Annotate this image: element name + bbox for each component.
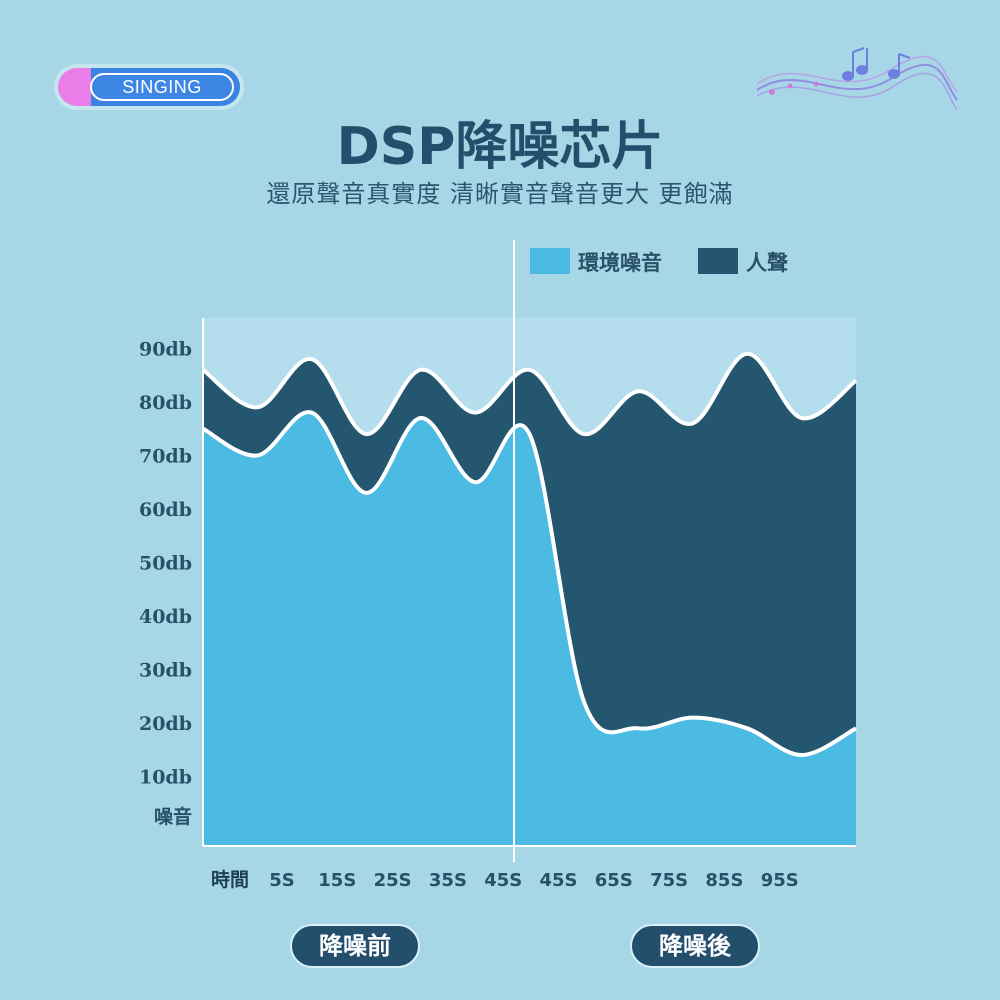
singing-badge: SINGING [58, 68, 240, 106]
y-tick-label: 噪音 [154, 805, 192, 828]
x-tick-label: 65S [595, 870, 633, 891]
legend-label: 人聲 [746, 251, 788, 275]
series-line-ambient-noise [202, 410, 857, 758]
y-tick-label: 90db [139, 339, 192, 361]
x-tick-label: 95S [761, 870, 799, 891]
y-tick-label: 10db [139, 767, 192, 789]
badge-label: SINGING [90, 73, 234, 101]
y-tick-label: 30db [139, 660, 192, 682]
section-label-before: 降噪前 [290, 924, 420, 968]
x-tick-label: 85S [705, 870, 743, 891]
series-line-voice [201, 351, 858, 437]
section-label-after: 降噪後 [630, 924, 760, 968]
y-tick-label: 50db [139, 553, 192, 575]
x-tick-label: 15S [318, 870, 356, 891]
x-axis-title: 時間 [211, 869, 249, 891]
music-notes-icon [756, 47, 958, 111]
y-tick-label: 60db [139, 499, 192, 521]
x-tick-label: 5S [269, 870, 295, 891]
x-tick-label: 45S [539, 870, 577, 891]
series-area-ambient-noise [203, 412, 856, 846]
y-tick-label: 70db [139, 446, 192, 468]
legend-swatch [698, 248, 738, 274]
page-title: DSP降噪芯片 [336, 117, 664, 177]
x-tick-label: 35S [429, 870, 467, 891]
y-tick-label: 20db [139, 713, 192, 735]
legend-label: 環境噪音 [578, 251, 662, 275]
y-tick-label: 80db [139, 392, 192, 414]
y-tick-label: 40db [139, 606, 192, 628]
x-tick-label: 45S [484, 870, 522, 891]
legend-swatch [530, 248, 570, 274]
x-tick-label: 75S [650, 870, 688, 891]
page-subtitle: 還原聲音真實度 清晰實音聲音更大 更飽滿 [266, 180, 734, 208]
x-tick-label: 25S [374, 870, 412, 891]
